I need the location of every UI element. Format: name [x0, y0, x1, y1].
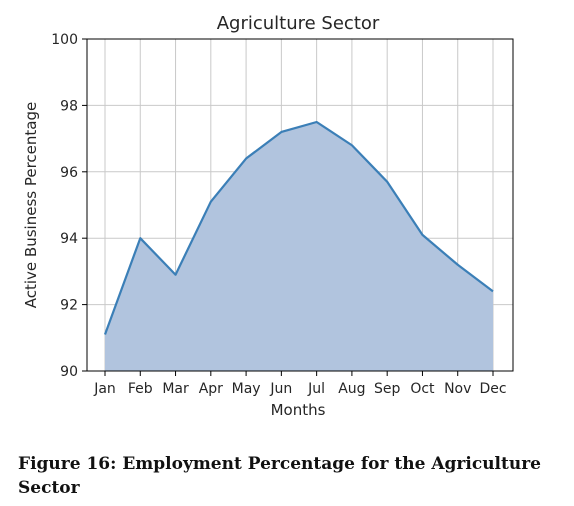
- x-tick-label: Sep: [374, 381, 401, 397]
- y-tick-label: 98: [60, 98, 78, 114]
- y-tick-label: 96: [60, 165, 78, 181]
- x-tick-label: Mar: [162, 381, 189, 397]
- x-tick-label: May: [232, 381, 261, 397]
- x-tick-label: Dec: [479, 381, 506, 397]
- y-tick-label: 92: [60, 298, 78, 314]
- figure-caption: Figure 16: Employment Percentage for the…: [18, 452, 548, 500]
- x-tick-label: Feb: [128, 381, 153, 397]
- y-axis-ticks: 90 92 94 96 98 100: [51, 32, 87, 380]
- x-axis-ticks: Jan Feb Mar Apr May Jun Jul Aug Sep Oct Nov Dec: [93, 371, 506, 397]
- chart: Agriculture Sector 90 92 94 96 98 100 Jan Feb M…: [0, 0, 574, 440]
- y-tick-label: 94: [60, 231, 78, 247]
- y-tick-label: 100: [51, 32, 78, 48]
- y-tick-label: 90: [60, 364, 78, 380]
- x-tick-label: Oct: [410, 381, 435, 397]
- x-tick-label: Aug: [338, 381, 365, 397]
- x-tick-label: Jun: [269, 381, 292, 397]
- x-tick-label: Nov: [444, 381, 471, 397]
- x-tick-label: Jul: [307, 381, 325, 397]
- x-tick-label: Apr: [199, 381, 223, 397]
- chart-title: Agriculture Sector: [217, 13, 380, 34]
- y-axis-label: Active Business Percentage: [22, 102, 40, 308]
- x-axis-label: Months: [271, 401, 326, 419]
- x-tick-label: Jan: [93, 381, 116, 397]
